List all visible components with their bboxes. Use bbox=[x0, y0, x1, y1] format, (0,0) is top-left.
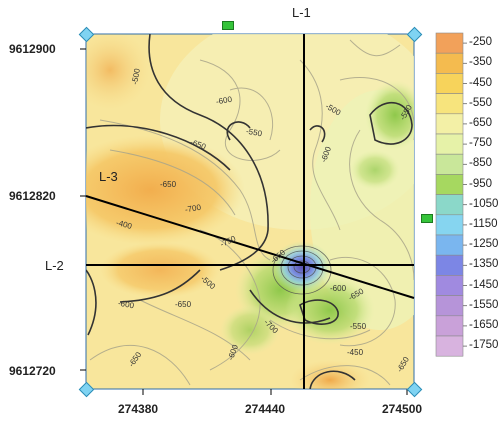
line-label-l3: L-3 bbox=[99, 169, 118, 184]
colorbar-label: -250 bbox=[469, 36, 493, 49]
y-tick-label: 9612820 bbox=[9, 189, 56, 203]
line-l3 bbox=[85, 195, 415, 299]
map-handle-top-center[interactable] bbox=[222, 21, 234, 30]
colorbar-label: -950 bbox=[469, 177, 493, 190]
colorbar-label: -450 bbox=[469, 76, 493, 89]
x-tick-label: 274380 bbox=[118, 402, 159, 416]
line-label-l2: L-2 bbox=[45, 258, 64, 273]
colorbar-label: -1250 bbox=[469, 238, 499, 251]
colorbar-label: -1150 bbox=[469, 217, 498, 230]
colorbar-label: -1050 bbox=[469, 197, 499, 210]
colorbar-label: -550 bbox=[469, 96, 493, 109]
map-handle-right-middle[interactable] bbox=[421, 214, 433, 223]
colorbar-label: -1750 bbox=[469, 339, 499, 352]
colorbar-label: -650 bbox=[469, 116, 493, 129]
contour-label: -650 bbox=[160, 180, 177, 189]
colorbar-label: -1650 bbox=[469, 318, 499, 331]
colorbar-label: -1550 bbox=[469, 298, 499, 311]
colorbar-label: -1450 bbox=[469, 278, 499, 291]
y-tick-label: 9612720 bbox=[9, 364, 56, 378]
colorbar-label: -850 bbox=[469, 157, 493, 170]
y-tick-label: 9612900 bbox=[9, 42, 56, 56]
colorbar-label: -1350 bbox=[469, 258, 499, 271]
line-label-l1: L-1 bbox=[292, 5, 311, 20]
contour-label: -550 bbox=[350, 322, 367, 331]
colorbar-label: -750 bbox=[469, 137, 493, 150]
colorbar-label: -350 bbox=[469, 56, 493, 69]
x-tick-label: 274440 bbox=[245, 402, 286, 416]
x-tick-label: 274500 bbox=[382, 402, 423, 416]
contour-label: -600 bbox=[330, 284, 347, 293]
contour-label: -450 bbox=[347, 348, 364, 357]
contour-label: -650 bbox=[175, 300, 192, 309]
